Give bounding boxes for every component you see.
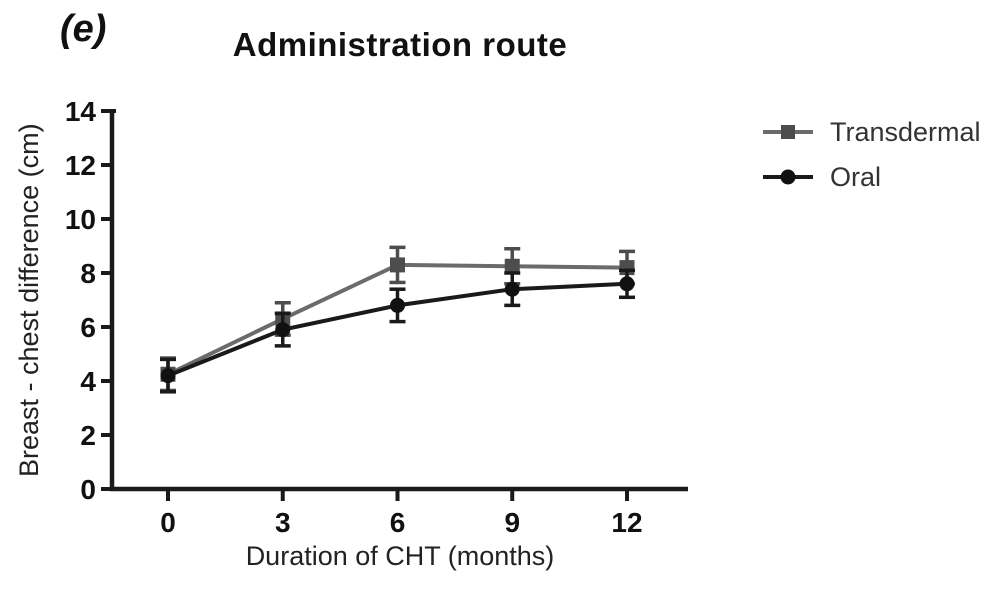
square-marker-icon <box>781 125 795 139</box>
chart-title: Administration route <box>232 26 568 63</box>
legend-item-transdermal: Transdermal <box>763 116 981 147</box>
y-tick-label: 8 <box>80 258 96 289</box>
x-tick-label: 12 <box>611 507 642 538</box>
data-point-square-transdermal <box>390 257 405 273</box>
y-tick-label: 10 <box>65 204 96 235</box>
y-tick-label: 2 <box>80 420 96 451</box>
x-tick-label: 0 <box>160 507 176 538</box>
y-tick-label: 6 <box>80 312 96 343</box>
oral-line-icon <box>763 169 813 185</box>
x-axis-label: Duration of CHT (months) <box>245 541 555 571</box>
data-point-circle-oral <box>390 297 405 313</box>
panel-label: (e) <box>60 8 107 50</box>
data-point-circle-oral <box>619 276 635 292</box>
x-tick-label: 3 <box>275 507 291 538</box>
x-tick-label: 6 <box>390 507 406 538</box>
y-tick-label: 12 <box>65 150 96 181</box>
transdermal-line-icon <box>763 125 813 139</box>
legend-label-transdermal: Transdermal <box>830 116 981 147</box>
legend: Transdermal Oral <box>763 116 981 208</box>
data-point-square-transdermal <box>504 258 520 274</box>
y-tick-label: 14 <box>65 96 97 127</box>
x-tick-label: 9 <box>504 507 520 538</box>
data-point-circle-oral <box>275 322 291 338</box>
legend-label-oral: Oral <box>830 161 882 192</box>
y-tick-label: 0 <box>80 474 96 505</box>
data-point-circle-oral <box>160 368 176 384</box>
y-tick-label: 4 <box>80 366 96 397</box>
circle-marker-icon <box>780 169 796 185</box>
data-point-circle-oral <box>504 281 520 297</box>
legend-item-oral: Oral <box>763 161 981 192</box>
